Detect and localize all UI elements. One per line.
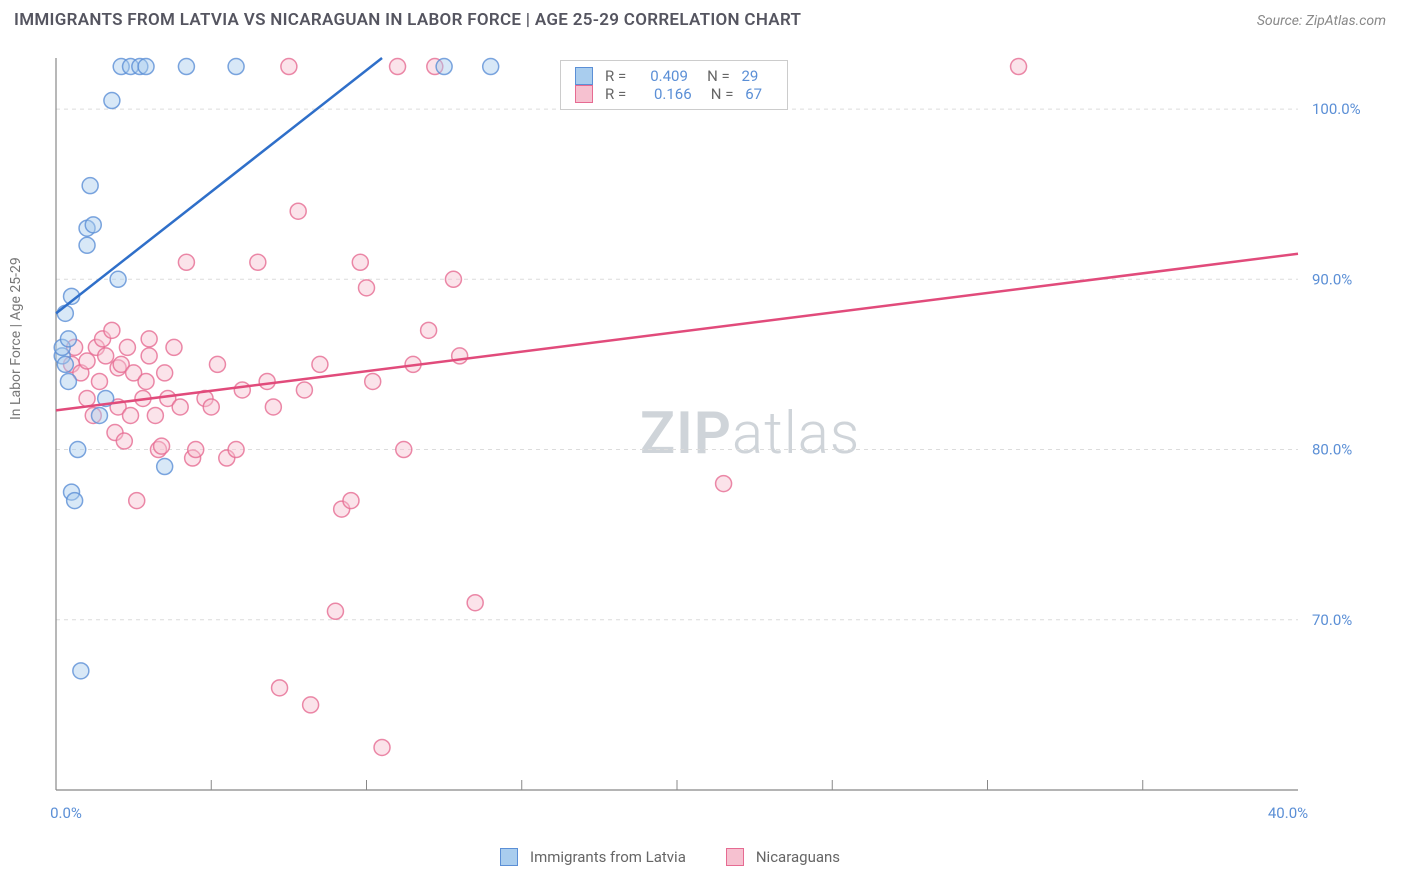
swatch-latvia-icon [500, 848, 518, 866]
legend-label-latvia: Immigrants from Latvia [530, 848, 686, 866]
scatter-chart: 70.0% 80.0% 90.0% 100.0% 0.0% 40.0% [48, 50, 1388, 830]
plot-area: 70.0% 80.0% 90.0% 100.0% 0.0% 40.0% [48, 50, 1388, 830]
svg-text:40.0%: 40.0% [1268, 804, 1308, 822]
y-axis-label: In Labor Force | Age 25-29 [8, 257, 24, 420]
svg-text:0.0%: 0.0% [50, 804, 82, 822]
svg-text:70.0%: 70.0% [1312, 611, 1352, 629]
chart-title: IMMIGRANTS FROM LATVIA VS NICARAGUAN IN … [14, 10, 801, 30]
legend-item-latvia: Immigrants from Latvia [500, 848, 686, 866]
svg-text:90.0%: 90.0% [1312, 270, 1352, 288]
legend-row-latvia: R = 0.409 N = 29 [575, 67, 773, 85]
r-value-latvia: 0.409 [638, 67, 688, 85]
source-label: Source: ZipAtlas.com [1257, 13, 1386, 29]
swatch-nicaraguan [575, 85, 593, 103]
title-bar: IMMIGRANTS FROM LATVIA VS NICARAGUAN IN … [0, 0, 1406, 34]
legend-label-nicaraguan: Nicaraguans [756, 848, 840, 866]
swatch-nicaraguan-icon [726, 848, 744, 866]
svg-text:80.0%: 80.0% [1312, 441, 1352, 459]
svg-text:100.0%: 100.0% [1312, 100, 1361, 118]
legend-item-nicaraguan: Nicaraguans [726, 848, 840, 866]
swatch-latvia [575, 67, 593, 85]
r-value-nicaraguan: 0.166 [642, 85, 692, 103]
n-value-nicaraguan: 67 [745, 85, 773, 103]
legend-row-nicaraguan: R = 0.166 N = 67 [575, 85, 773, 103]
series-legend: Immigrants from Latvia Nicaraguans [500, 848, 840, 866]
n-value-latvia: 29 [741, 67, 769, 85]
correlation-legend: R = 0.409 N = 29 R = 0.166 N = 67 [560, 60, 788, 110]
